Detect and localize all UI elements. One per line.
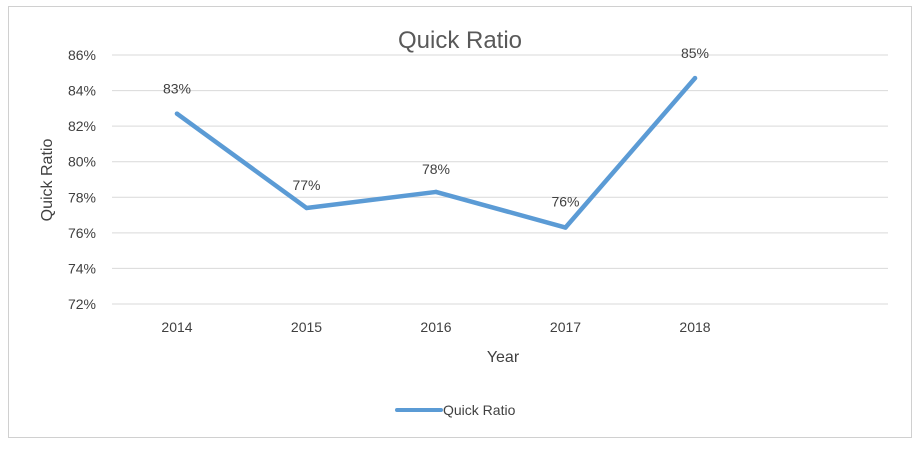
chart-title: Quick Ratio (398, 27, 522, 54)
x-tick-label: 2017 (550, 319, 581, 335)
x-tick-label: 2015 (291, 319, 322, 335)
x-axis-ticks: 2014 2015 2016 2017 2018 (161, 319, 710, 335)
data-label: 83% (163, 81, 191, 97)
data-point (174, 111, 180, 116)
legend: Quick Ratio (395, 402, 516, 418)
y-tick-label: 78% (68, 189, 96, 205)
y-tick-label: 74% (68, 260, 96, 276)
data-point (692, 75, 698, 81)
data-label: 76% (551, 194, 579, 210)
series-group (174, 75, 698, 230)
y-tick-label: 72% (68, 296, 96, 312)
y-tick-label: 84% (68, 83, 96, 99)
x-tick-label: 2018 (679, 319, 710, 335)
gridlines (112, 54, 888, 305)
y-tick-label: 82% (68, 118, 96, 134)
data-label: 77% (292, 177, 320, 193)
data-point (304, 205, 309, 211)
chart-frame (8, 6, 912, 438)
legend-label: Quick Ratio (443, 402, 516, 418)
y-tick-label: 80% (68, 154, 96, 170)
data-labels: 83% 77% 78% 76% 85% (163, 45, 709, 209)
data-point (433, 189, 439, 195)
y-axis-ticks: 72% 74% 76% 78% 80% 82% 84% 86% (68, 47, 96, 312)
x-axis-title: Year (487, 349, 520, 366)
y-axis-title: Quick Ratio (39, 139, 56, 222)
data-label: 85% (681, 45, 709, 61)
y-tick-label: 86% (68, 47, 96, 63)
data-label: 78% (422, 161, 450, 177)
data-point (563, 225, 568, 230)
y-tick-label: 76% (68, 225, 96, 241)
series-line (174, 75, 698, 230)
x-tick-label: 2014 (161, 319, 192, 335)
x-tick-label: 2016 (420, 319, 451, 335)
